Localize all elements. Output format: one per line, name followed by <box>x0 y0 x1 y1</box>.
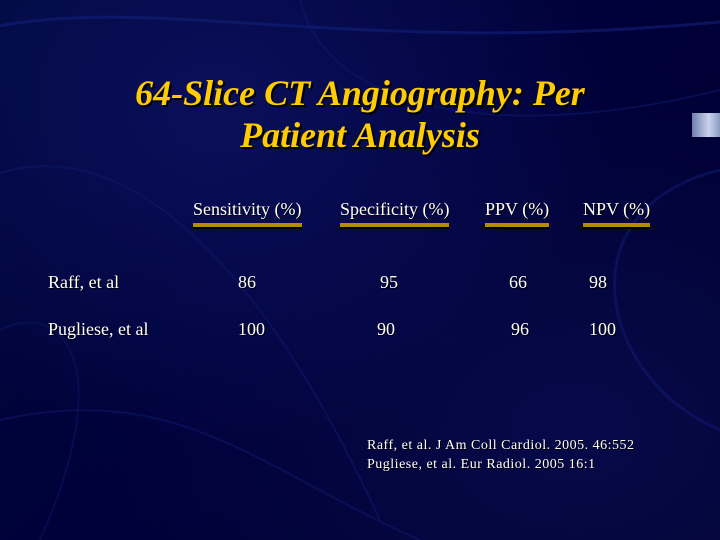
row-label-raff: Raff, et al <box>48 272 120 292</box>
cell-raff-npv: 98 <box>589 272 607 292</box>
slide-title: 64-Slice CT Angiography: Per Patient Ana… <box>60 72 660 156</box>
cell-pugliese-specificity: 90 <box>377 319 395 339</box>
column-header-sensitivity: Sensitivity (%) <box>193 198 302 227</box>
cell-pugliese-ppv: 96 <box>511 319 529 339</box>
column-header-label: NPV (%) <box>583 198 651 227</box>
column-header-label: PPV (%) <box>485 198 550 227</box>
column-header-ppv: PPV (%) <box>485 198 550 227</box>
cell-pugliese-sensitivity: 100 <box>238 319 265 339</box>
cell-raff-ppv: 66 <box>509 272 527 292</box>
title-line-1: 64-Slice CT Angiography: Per <box>135 73 585 113</box>
reference-raff: Raff, et al. J Am Coll Cardiol. 2005. 46… <box>367 438 635 453</box>
column-header-label: Sensitivity (%) <box>193 198 302 227</box>
cell-raff-specificity: 95 <box>380 272 398 292</box>
slide-edge-tab <box>692 113 720 137</box>
column-header-specificity: Specificity (%) <box>340 198 450 227</box>
row-label-pugliese: Pugliese, et al <box>48 319 149 339</box>
cell-pugliese-npv: 100 <box>589 319 616 339</box>
title-line-2: Patient Analysis <box>240 115 480 155</box>
references: Raff, et al. J Am Coll Cardiol. 2005. 46… <box>367 436 635 474</box>
column-header-npv: NPV (%) <box>583 198 651 227</box>
reference-pugliese: Pugliese, et al. Eur Radiol. 2005 16:1 <box>367 457 596 472</box>
column-header-label: Specificity (%) <box>340 198 450 227</box>
cell-raff-sensitivity: 86 <box>238 272 256 292</box>
